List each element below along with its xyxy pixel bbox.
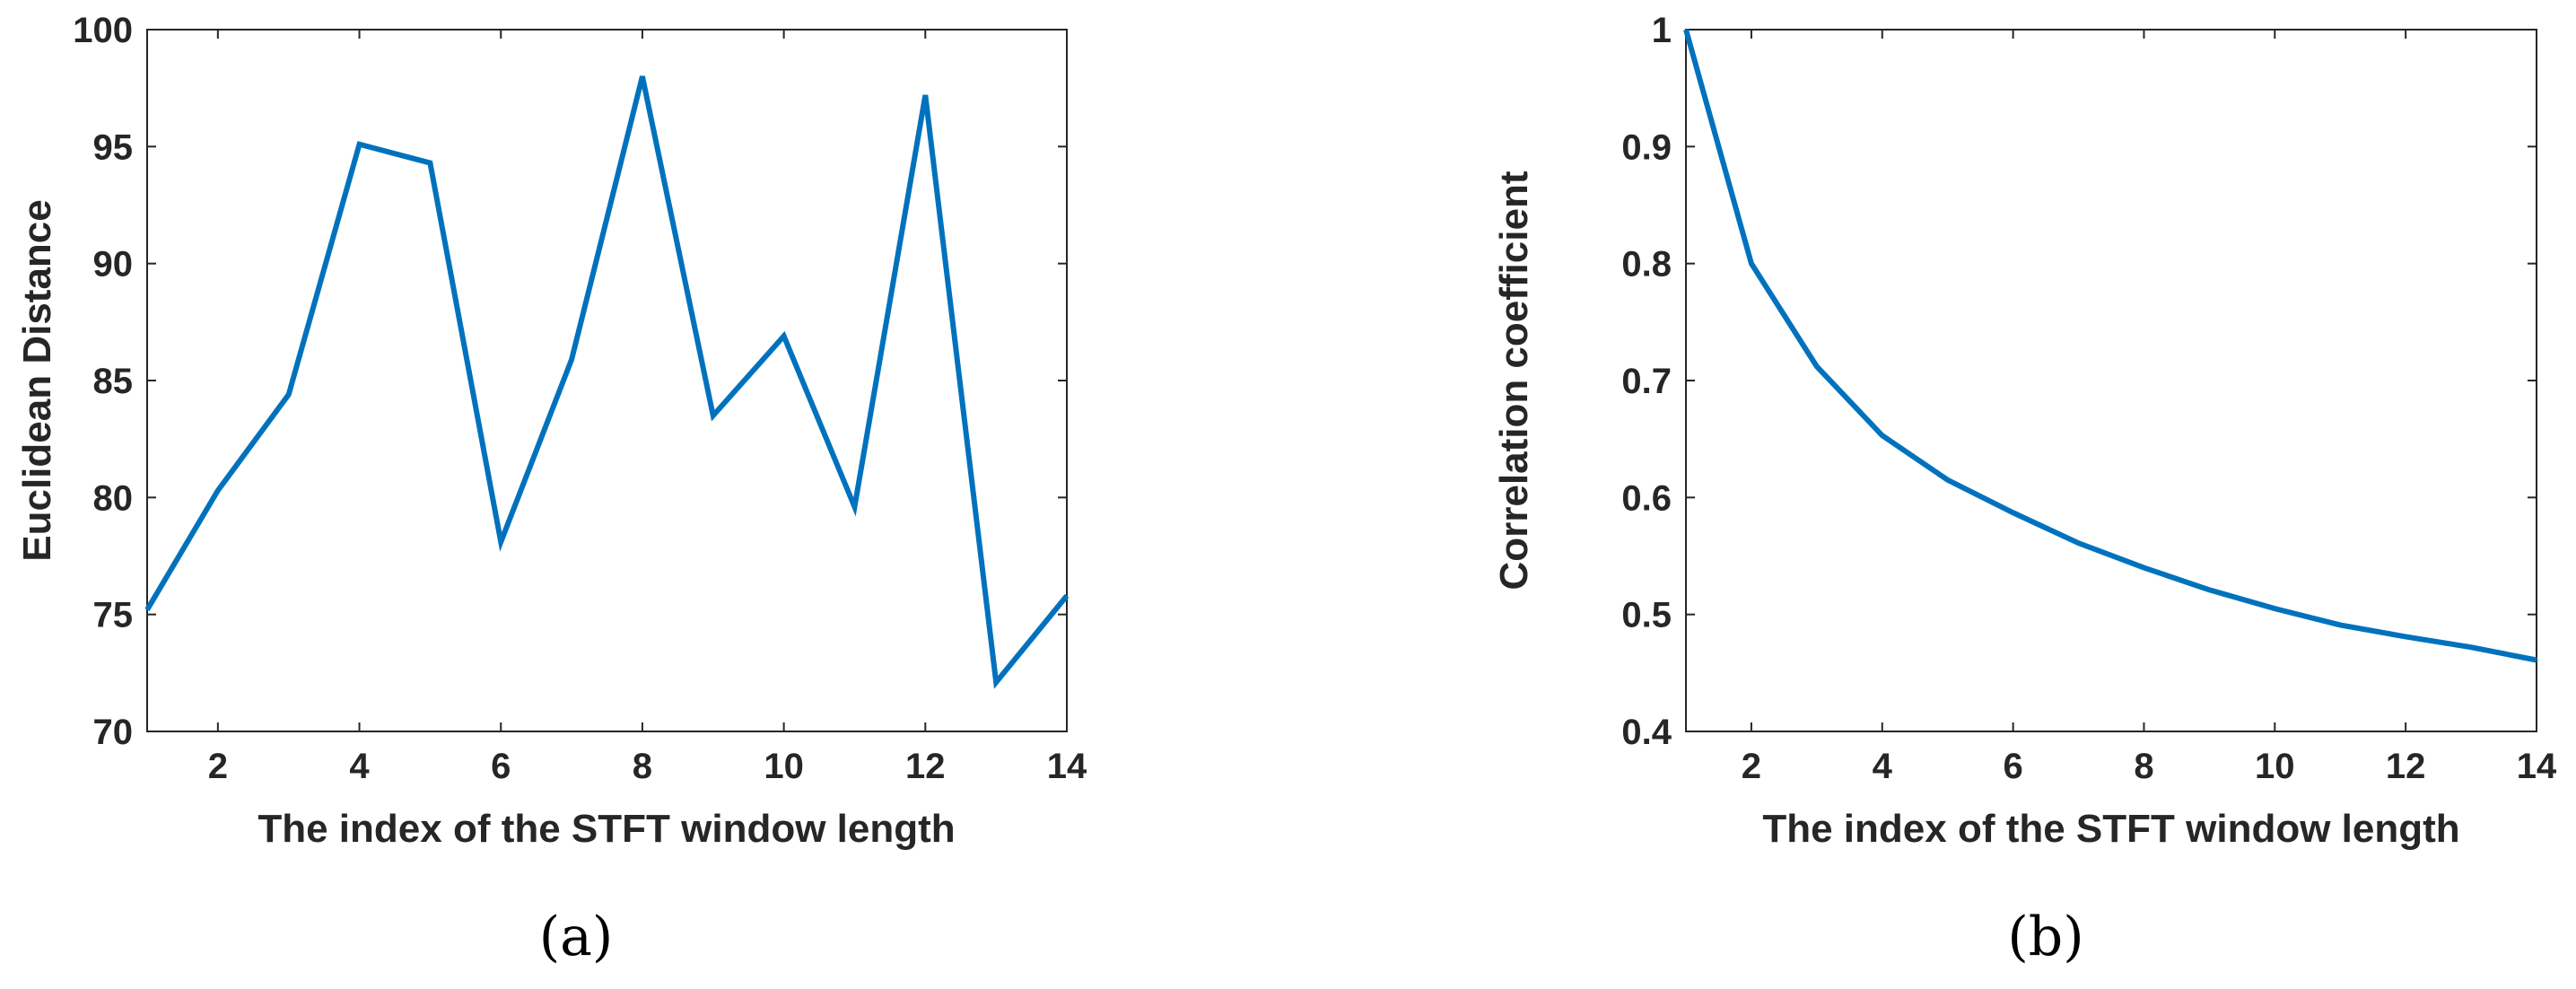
panel-a-data-point	[215, 488, 221, 494]
panel-a-data-point	[782, 333, 787, 338]
panel-a-data-point	[851, 504, 857, 510]
panel-b-x-tick-label: 10	[2255, 747, 2295, 786]
panel-a-series-line	[144, 75, 1070, 689]
panel-b-data-point	[1749, 261, 1754, 267]
panel-a-data-point	[993, 679, 999, 685]
panel-a-chart: The index of the STFT window length Eucl…	[15, 11, 1087, 968]
panel-b-x-tick-label: 12	[2386, 747, 2426, 786]
panel-a-y-tick-label: 70	[93, 713, 134, 752]
panel-a-data-point	[144, 607, 150, 612]
panel-b-y-tick-label: 0.6	[1621, 478, 1672, 518]
panel-b-data-point	[2337, 622, 2343, 627]
panel-a-x-tick-label: 10	[764, 747, 804, 786]
panel-a-y-tick-label: 90	[93, 245, 134, 284]
panel-b-y-tick-label: 0.9	[1621, 127, 1672, 167]
panel-b-data-point	[2403, 634, 2408, 639]
panel-a-data-point	[711, 413, 716, 418]
panel-a-x-tick-label: 2	[208, 747, 228, 786]
panel-b-data-point	[2011, 510, 2016, 515]
panel-b-x-tick-label: 8	[2134, 747, 2153, 786]
panel-b-data-point	[1683, 27, 1689, 32]
panel-a-x-tick-label: 14	[1047, 747, 1087, 786]
panel-b-series-line	[1683, 29, 2537, 663]
panel-a-y-axis-label: Euclidean Distance	[15, 199, 59, 561]
panel-a-data-point	[286, 392, 292, 398]
panel-b-chart: The index of the STFT window length Corr…	[1492, 11, 2557, 968]
panel-a-data-point	[427, 161, 432, 166]
panel-b-y-tick-label: 0.7	[1621, 362, 1672, 401]
panel-a-label: (a)	[539, 906, 614, 968]
panel-b-data-point	[2468, 644, 2474, 650]
panel-b-x-axis-label: The index of the STFT window length	[1762, 807, 2459, 851]
panel-a-y-tick-label: 75	[93, 596, 134, 635]
panel-b-label: (b)	[2007, 906, 2083, 968]
panel-a-y-tick-label: 85	[93, 362, 134, 401]
panel-b-x-tick-label: 14	[2517, 747, 2557, 786]
panel-a-x-tick-label: 8	[633, 747, 652, 786]
panel-a-y-tick-label: 80	[93, 478, 134, 518]
panel-a-x-tick-label: 12	[905, 747, 946, 786]
panel-a-data-point	[640, 74, 645, 79]
panel-a-x-tick-label: 6	[491, 747, 511, 786]
panel-a-data-point	[922, 92, 928, 98]
panel-a-data-point	[357, 142, 362, 147]
panel-a-y-tick-label: 95	[93, 127, 134, 167]
panel-a-data-point	[569, 357, 574, 363]
panel-b-data-point	[1945, 477, 1951, 483]
panel-b-x-tick-label: 4	[1873, 747, 1893, 786]
panel-a-data-point	[1064, 593, 1070, 599]
panel-b-y-tick-label: 1	[1652, 11, 1672, 50]
panel-b-data-point	[1814, 363, 1820, 369]
panel-a-x-axis-label: The index of the STFT window length	[258, 807, 955, 851]
panel-b-data-point	[2141, 565, 2146, 571]
panel-b-x-tick-label: 2	[1742, 747, 1761, 786]
panel-b-data-point	[2534, 657, 2539, 662]
panel-b-data-point	[2206, 587, 2212, 592]
panel-b-y-axis-label: Correlation coefficient	[1492, 171, 1536, 590]
panel-b-data-point	[2076, 540, 2082, 546]
panel-a-x-tick-label: 4	[349, 747, 370, 786]
panel-b-y-tick-label: 0.4	[1621, 713, 1672, 752]
panel-b-x-tick-label: 6	[2003, 747, 2022, 786]
panel-a-y-tick-label: 100	[73, 11, 133, 50]
panel-b-y-tick-label: 0.5	[1621, 596, 1672, 635]
panel-b-plot-frame	[1685, 29, 2537, 732]
panel-b-data-point	[2272, 606, 2277, 611]
panel-b-y-tick-label: 0.8	[1621, 245, 1672, 284]
panel-a-data-point	[498, 539, 503, 545]
panel-b-data-point	[1880, 433, 1885, 438]
